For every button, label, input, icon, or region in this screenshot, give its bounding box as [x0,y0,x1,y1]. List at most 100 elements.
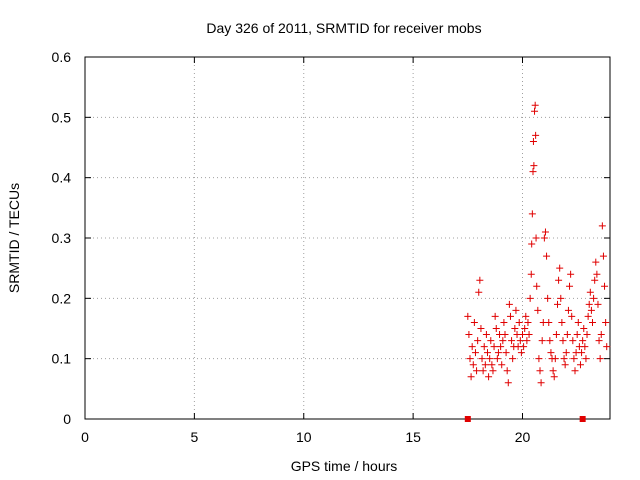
data-point [511,325,519,332]
data-point [469,361,477,369]
data-point [583,331,591,339]
y-axis-title: SRMTID / TECUs [6,183,22,293]
data-point [471,349,479,357]
data-point [578,349,586,357]
y-tick-label: 0.6 [52,49,72,65]
gap-marker [464,416,471,422]
gap-marker [579,416,586,422]
data-point [543,252,551,260]
x-tick-label: 10 [296,429,312,445]
data-point [475,288,483,296]
axis-ticks [84,56,610,420]
data-point [561,361,569,369]
data-point [557,294,565,302]
y-tick-label: 0.1 [52,351,72,367]
data-point [580,325,588,332]
data-point [509,355,517,363]
data-point [576,361,584,369]
data-point [538,337,546,345]
data-point [520,343,528,351]
data-point [499,337,507,345]
chart-title: Day 326 of 2011, SRMTID for receiver mob… [206,20,481,36]
x-tick-labels: 0 5 10 15 20 [81,429,530,445]
data-point [516,337,524,345]
data-point [532,234,540,242]
data-point [465,331,473,339]
data-point [477,325,485,332]
data-point [528,240,536,248]
y-tick-label: 0.5 [52,109,72,125]
data-point [573,331,581,339]
data-point [562,349,570,357]
data-point [545,318,553,326]
data-point [601,282,609,290]
y-tick-labels: 0 0.1 0.2 0.3 0.4 0.5 0.6 [52,49,72,427]
data-point [522,312,530,320]
data-point [570,355,578,363]
data-point [532,131,540,139]
data-point [517,349,525,357]
y-tick-label: 0.2 [52,290,72,306]
data-point [506,312,514,320]
data-point [568,312,576,320]
data-point [512,306,520,314]
data-point [547,349,555,357]
data-point [480,343,488,351]
data-point [527,270,535,278]
data-point [498,361,506,369]
x-tick-label: 20 [515,429,531,445]
data-point [466,355,474,363]
data-point [594,300,602,308]
data-point [489,367,497,375]
data-point [508,337,516,345]
data-point [585,300,593,308]
data-point [503,367,511,375]
data-point [566,282,574,290]
data-point [501,331,509,339]
data-point [596,355,604,363]
data-point [579,337,587,345]
data-point [478,355,486,363]
data-point [473,367,481,375]
data-point [590,294,598,302]
data-point [468,343,476,351]
data-point [464,312,472,320]
data-point [482,331,490,339]
data-point [569,337,577,345]
data-point [491,312,499,320]
data-point [581,343,589,351]
data-point [474,337,482,345]
data-point [479,367,487,375]
data-point [549,367,557,375]
data-point [515,318,523,326]
data-point [524,318,532,326]
data-point [546,337,554,345]
data-point [599,252,607,260]
data-point [591,276,599,284]
y-tick-label: 0.3 [52,230,72,246]
data-point [555,276,563,284]
data-point [552,331,560,339]
data-point [528,210,536,218]
data-point [541,228,549,236]
data-point [531,101,539,109]
data-point [493,355,501,363]
data-point [521,325,529,332]
data-point [500,318,508,326]
data-point [574,318,582,326]
data-point [595,337,603,345]
data-point [529,168,537,176]
grid-lines [85,57,610,419]
data-point [526,294,534,302]
data-point [598,222,606,230]
data-point [550,373,558,381]
data-point [535,355,543,363]
data-point [488,361,496,369]
data-point [530,162,538,170]
data-point [519,331,526,339]
data-point [592,258,600,266]
data-point [540,234,548,242]
data-point [486,355,494,363]
data-point [523,337,531,345]
